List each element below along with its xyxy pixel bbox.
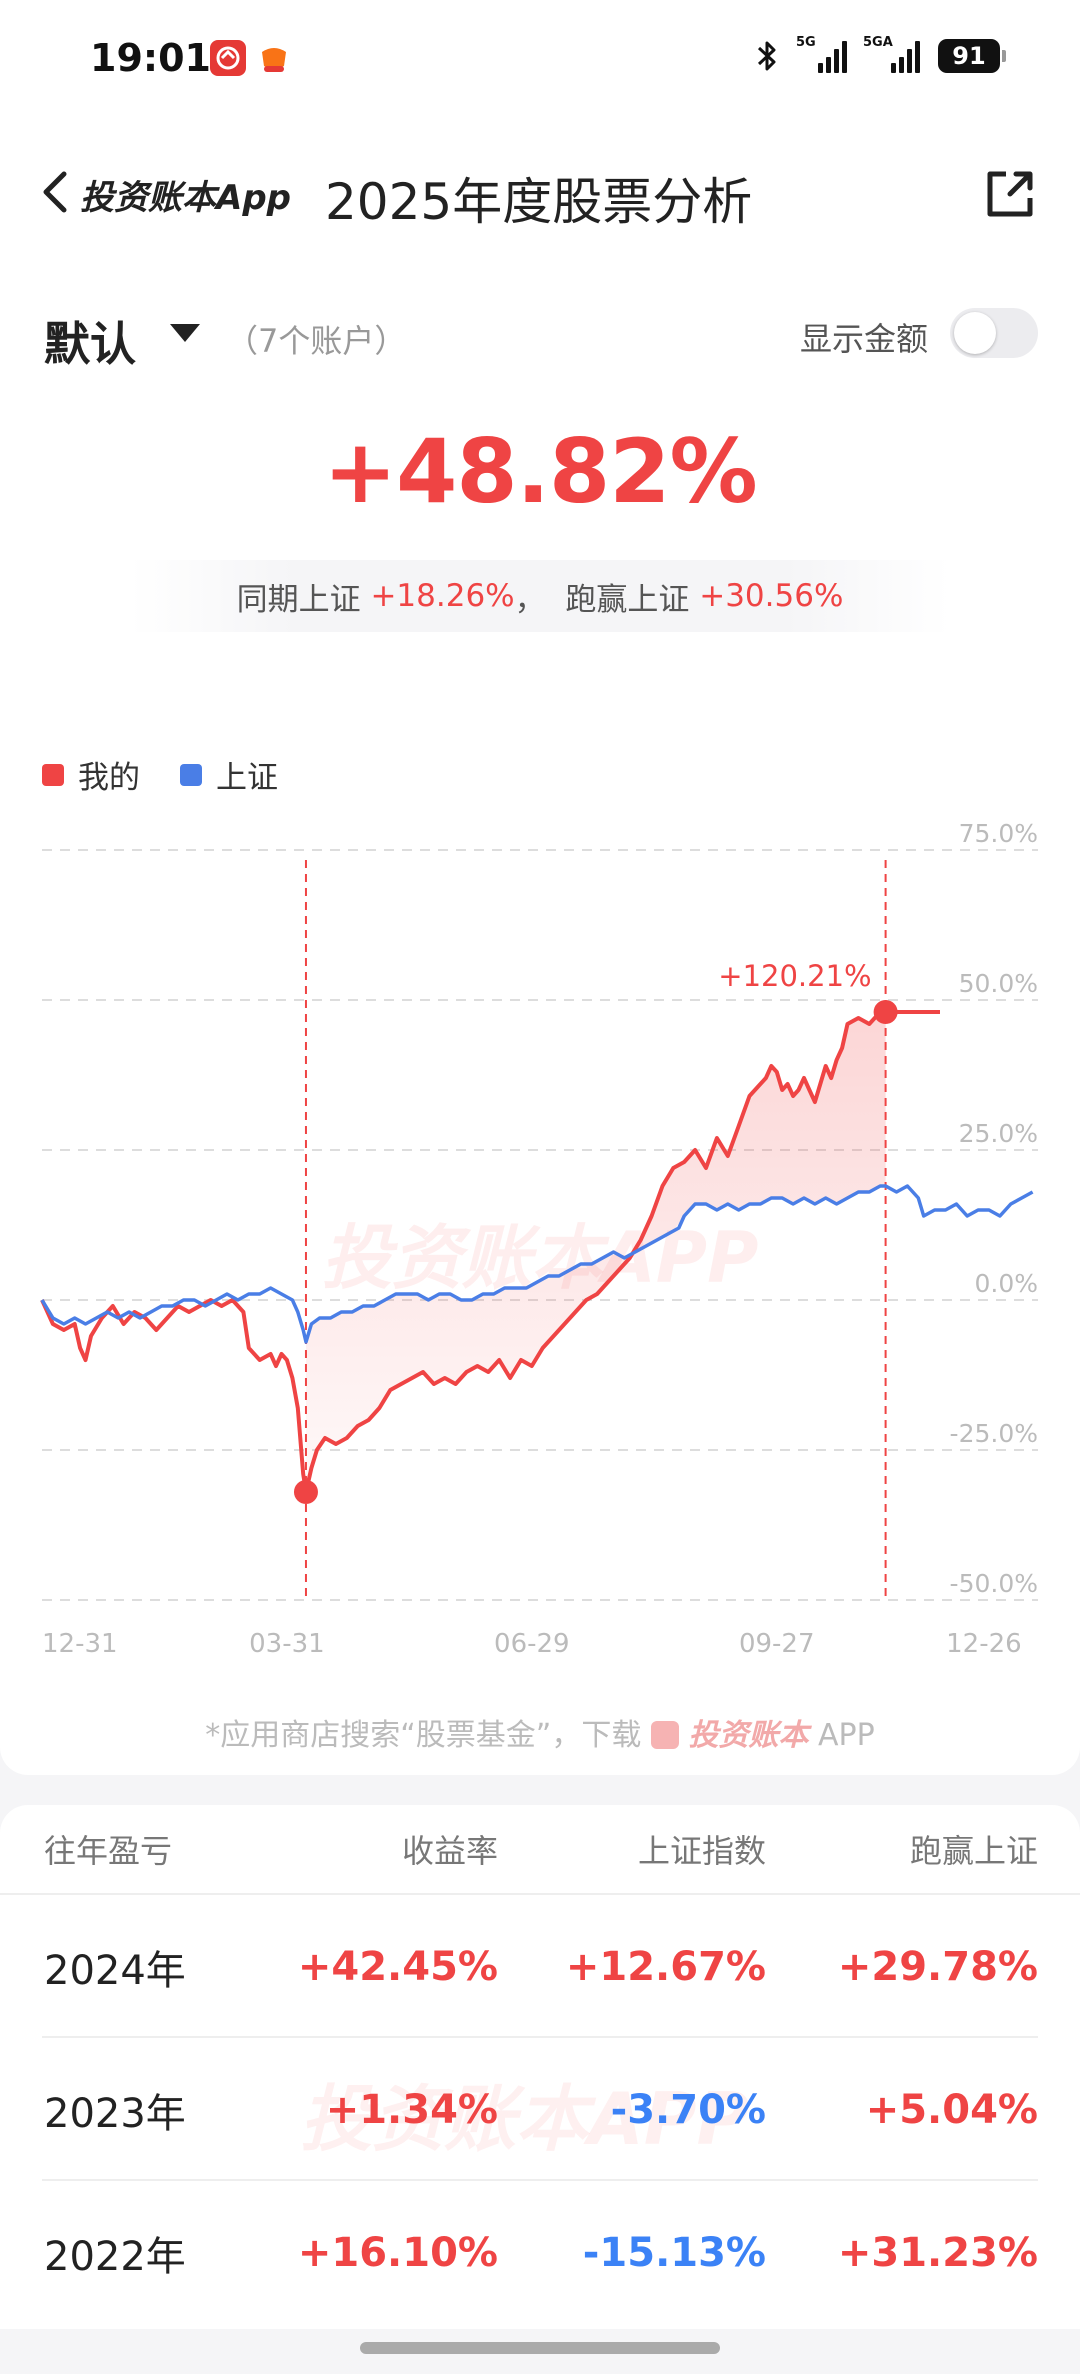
outperformance-area: [306, 1012, 886, 1492]
year-cell: 2024年: [44, 1947, 186, 1994]
status-bar: 19:01 5G 5GA 91: [0, 0, 1080, 120]
year-cell: 2022年: [44, 2233, 186, 2280]
analysis-card: 19:01 5G 5GA 91 投资账本App 2025年度股票分析 默认: [0, 0, 1080, 1754]
footnote-text: *应用商店搜索“股票基金”，下载: [205, 1718, 642, 1753]
share-icon[interactable]: [980, 164, 1040, 224]
footnote: *应用商店搜索“股票基金”，下载 投资账本 APP: [0, 1710, 1080, 1754]
header-year: 往年盈亏: [44, 1832, 173, 1870]
signal-icon: 5GA: [863, 35, 920, 73]
account-count: （7个账户）: [226, 322, 407, 360]
y-tick-label: 75.0%: [959, 819, 1038, 848]
account-row: 默认 （7个账户） 显示金额: [0, 300, 1080, 371]
table-row: 2022年 +16.10% -15.13% +31.23%: [0, 2181, 1080, 2324]
nav-bar: 投资账本App 2025年度股票分析: [0, 150, 1080, 240]
legend-swatch: [42, 763, 64, 786]
legend-swatch: [180, 763, 202, 786]
history-table: 往年盈亏 收益率 上证指数 跑赢上证 投资账本APP 2024年 +42.45% +…: [0, 1805, 1080, 2329]
low-point-marker: [293, 1480, 318, 1504]
x-tick-label: 06-29: [494, 1629, 570, 1659]
beat-value: +30.56%: [699, 578, 844, 614]
header-return: 收益率: [401, 1832, 498, 1870]
y-tick-label: -25.0%: [950, 1419, 1038, 1448]
index-cell: -3.70%: [610, 2086, 766, 2133]
y-tick-label: 0.0%: [974, 1269, 1038, 1298]
footnote-brand: 投资账本: [688, 1718, 809, 1753]
annual-return: +48.82%: [323, 420, 757, 523]
compare-summary: 同期上证 +18.26%， 跑赢上证 +30.56%: [130, 560, 950, 632]
x-tick-label: 12-31: [42, 1629, 118, 1659]
table-row: 2024年 +42.45% +12.67% +29.78%: [0, 1895, 1080, 2038]
page-title: 2025年度股票分析: [325, 173, 753, 231]
series-line-index: [40, 1184, 1034, 1344]
table-header: 往年盈亏 收益率 上证指数 跑赢上证: [0, 1805, 1080, 1895]
battery-icon: 91: [938, 39, 1006, 73]
notification-app-icon: [256, 40, 292, 76]
high-point-marker: [873, 1000, 898, 1024]
account-selector[interactable]: 默认: [44, 317, 136, 371]
beat-prefix: 跑赢上证: [565, 581, 690, 618]
table-row: 2023年 +1.34% -3.70% +5.04%: [0, 2038, 1080, 2181]
beat-cell: +31.23%: [837, 2229, 1038, 2276]
high-point-label: +120.21%: [718, 959, 871, 993]
header-beat: 跑赢上证: [909, 1832, 1038, 1870]
return-cell: +1.34%: [325, 2086, 498, 2133]
notification-app-icon: [210, 40, 246, 76]
return-chart[interactable]: 75.0% 50.0% 25.0% 0.0% -25.0% -50.0% 12-31 03-3…: [0, 810, 1080, 1680]
return-cell: +42.45%: [297, 1943, 498, 1990]
watermark: 投资账本APP: [300, 2077, 750, 2161]
y-tick-label: 50.0%: [959, 969, 1038, 998]
beat-cell: +29.78%: [837, 1943, 1038, 1990]
y-tick-label: 25.0%: [959, 1119, 1038, 1148]
compare-value: +18.26%: [370, 578, 515, 614]
legend-index: 上证: [180, 752, 278, 797]
x-tick-label: 12-26: [946, 1629, 1022, 1659]
legend-label: 我的: [78, 760, 140, 796]
bluetooth-icon: [757, 41, 776, 71]
caret-down-icon[interactable]: [170, 324, 200, 342]
toggle-knob: [954, 312, 996, 354]
legend-mine: 我的: [42, 752, 140, 797]
x-tick-label: 09-27: [739, 1629, 815, 1659]
footnote-logo-icon: [650, 1721, 679, 1749]
signal-icon: 5G: [796, 35, 847, 73]
legend-label: 上证: [216, 760, 278, 796]
compare-prefix: 同期上证: [236, 581, 361, 618]
series-line-mine: [40, 1010, 940, 1494]
back-arrow-icon[interactable]: [30, 162, 90, 222]
status-time: 19:01: [90, 36, 211, 80]
header-index: 上证指数: [637, 1832, 766, 1870]
nav-brand[interactable]: 投资账本App: [80, 178, 291, 218]
show-amount-label: 显示金额: [799, 320, 928, 358]
return-cell: +16.10%: [297, 2229, 498, 2276]
home-indicator[interactable]: [360, 2342, 720, 2354]
year-cell: 2023年: [44, 2090, 186, 2137]
status-icons: 5G 5GA 91: [754, 35, 1006, 74]
beat-cell: +5.04%: [865, 2086, 1038, 2133]
chart-legend: 我的 上证: [42, 752, 278, 797]
y-tick-label: -50.0%: [950, 1569, 1038, 1598]
index-cell: +12.67%: [565, 1943, 766, 1990]
compare-sep: ，: [514, 581, 546, 618]
footnote-suffix: APP: [818, 1718, 875, 1753]
x-tick-label: 03-31: [249, 1629, 325, 1659]
index-cell: -15.13%: [582, 2229, 766, 2276]
show-amount-toggle[interactable]: [950, 308, 1038, 358]
